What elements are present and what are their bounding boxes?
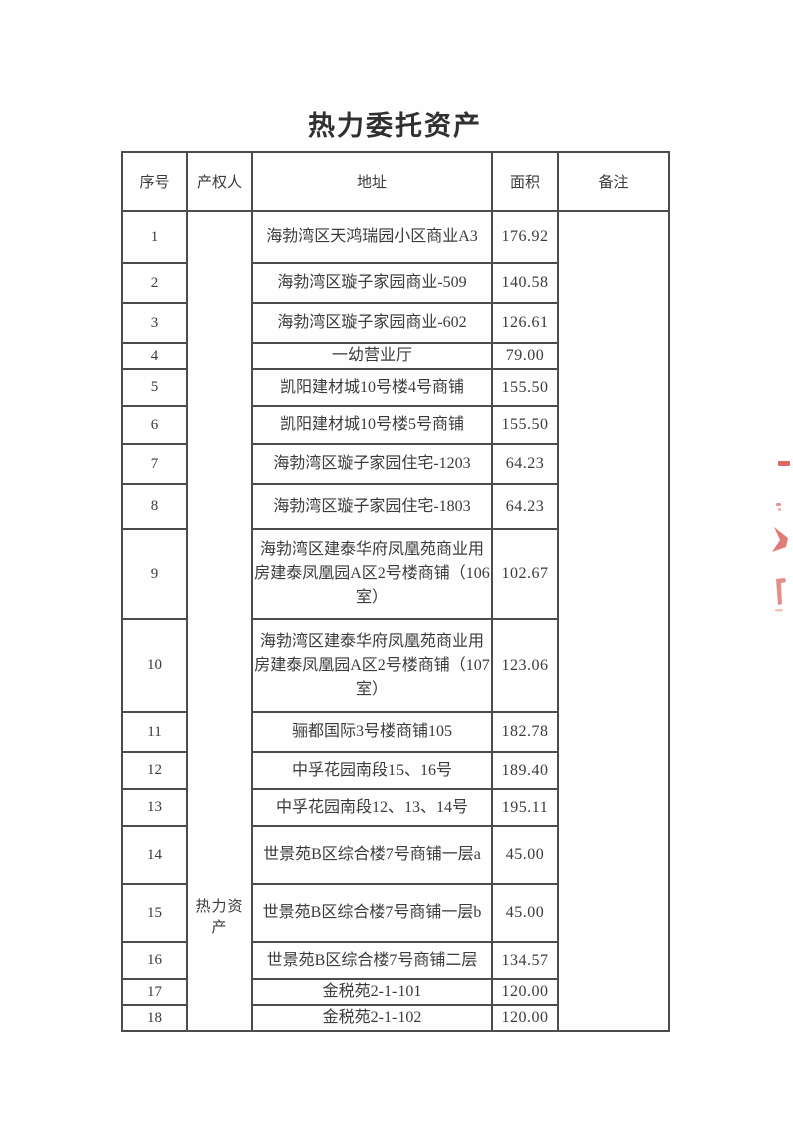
address-cell: 中孚花园南段12、13、14号	[251, 788, 493, 827]
header-address: 地址	[251, 151, 493, 212]
table-row: 16 世景苑B区综合楼7号商铺二层 134.57	[121, 941, 669, 980]
table-row: 18 金税苑2-1-102 120.00	[121, 1004, 669, 1032]
serial-cell: 4	[121, 342, 188, 370]
address-cell: 海勃湾区建泰华府凤凰苑商业用房建泰凤凰园A区2号楼商铺（107室）	[251, 618, 493, 713]
serial-cell: 15	[121, 883, 188, 943]
address-cell: 世景苑B区综合楼7号商铺一层a	[251, 825, 493, 885]
table-row: 4 一幼营业厅 79.00	[121, 342, 669, 370]
stamp-wing-fragment	[772, 527, 788, 552]
address-cell: 海勃湾区璇子家园住宅-1203	[251, 443, 493, 485]
header-area: 面积	[491, 151, 559, 212]
area-cell: 123.06	[491, 618, 559, 713]
address-cell: 世景苑B区综合楼7号商铺一层b	[251, 883, 493, 943]
red-stamp-fragments	[772, 461, 790, 612]
serial-cell: 6	[121, 405, 188, 445]
table-row: 14 世景苑B区综合楼7号商铺一层a 45.00	[121, 825, 669, 885]
table-row: 8 海勃湾区璇子家园住宅-1803 64.23	[121, 483, 669, 530]
table-row: 13 中孚花园南段12、13、14号 195.11	[121, 788, 669, 827]
serial-cell: 16	[121, 941, 188, 980]
asset-table-body: 1 热力资产 海勃湾区天鸿瑞园小区商业A3 176.92 2 海勃湾区璇子家园商业…	[121, 210, 670, 1032]
area-cell: 45.00	[491, 883, 559, 943]
header-row: 序号 产权人 地址 面积 备注	[121, 151, 670, 212]
stamp-glyph-fragment	[776, 578, 786, 605]
table-row: 6 凯阳建材城10号楼5号商铺 155.50	[121, 405, 669, 445]
table-row: 7 海勃湾区璇子家园住宅-1203 64.23	[121, 443, 669, 485]
serial-cell: 2	[121, 262, 188, 304]
area-cell: 79.00	[491, 342, 559, 370]
area-cell: 195.11	[491, 788, 559, 827]
area-cell: 64.23	[491, 483, 559, 530]
area-cell: 176.92	[491, 210, 559, 264]
address-cell: 金税苑2-1-102	[251, 1004, 493, 1032]
area-cell: 155.50	[491, 368, 559, 407]
header-owner: 产权人	[186, 151, 253, 212]
area-cell: 45.00	[491, 825, 559, 885]
address-cell: 凯阳建材城10号楼4号商铺	[251, 368, 493, 407]
area-cell: 189.40	[491, 751, 559, 790]
header-serial: 序号	[121, 151, 188, 212]
serial-cell: 12	[121, 751, 188, 790]
asset-table-header: 序号 产权人 地址 面积 备注	[121, 151, 670, 212]
area-cell: 120.00	[491, 1004, 559, 1032]
serial-cell: 14	[121, 825, 188, 885]
table-row: 12 中孚花园南段15、16号 189.40	[121, 751, 669, 790]
address-cell: 海勃湾区璇子家园商业-602	[251, 302, 493, 344]
header-remark: 备注	[557, 151, 670, 212]
address-cell: 金税苑2-1-101	[251, 978, 493, 1006]
area-cell: 102.67	[491, 528, 559, 620]
page-title: 热力委托资产	[308, 111, 482, 141]
address-cell: 一幼营业厅	[251, 342, 493, 370]
asset-table: 序号 产权人 地址 面积 备注 1 热力资产 海勃湾区天鸿瑞园小区商业A3 176…	[121, 151, 670, 1032]
table-row: 11 骊都国际3号楼商铺105 182.78	[121, 711, 669, 753]
table-row: 15 世景苑B区综合楼7号商铺一层b 45.00	[121, 883, 669, 943]
serial-cell: 13	[121, 788, 188, 827]
area-cell: 134.57	[491, 941, 559, 980]
area-cell: 126.61	[491, 302, 559, 344]
address-cell: 世景苑B区综合楼7号商铺二层	[251, 941, 493, 980]
serial-cell: 7	[121, 443, 188, 485]
serial-cell: 8	[121, 483, 188, 530]
area-cell: 182.78	[491, 711, 559, 753]
area-cell: 140.58	[491, 262, 559, 304]
address-cell: 骊都国际3号楼商铺105	[251, 711, 493, 753]
area-cell: 64.23	[491, 443, 559, 485]
address-cell: 海勃湾区璇子家园商业-509	[251, 262, 493, 304]
table-row: 3 海勃湾区璇子家园商业-602 126.61	[121, 302, 669, 344]
owner-merged-cell: 热力资产	[186, 210, 253, 1032]
area-cell: 155.50	[491, 405, 559, 445]
stamp-dot-fragment	[776, 503, 781, 506]
serial-cell: 3	[121, 302, 188, 344]
address-cell: 凯阳建材城10号楼5号商铺	[251, 405, 493, 445]
table-row: 9 海勃湾区建泰华府凤凰苑商业用房建泰凤凰园A区2号楼商铺（106室） 102.…	[121, 528, 669, 620]
address-cell: 海勃湾区建泰华府凤凰苑商业用房建泰凤凰园A区2号楼商铺（106室）	[251, 528, 493, 620]
serial-cell: 11	[121, 711, 188, 753]
table-row: 2 海勃湾区璇子家园商业-509 140.58	[121, 262, 669, 304]
serial-cell: 10	[121, 618, 188, 713]
table-row: 1 热力资产 海勃湾区天鸿瑞园小区商业A3 176.92	[121, 210, 670, 1032]
owner-label: 热力资产	[195, 899, 244, 936]
remark-merged-cell	[557, 210, 670, 1032]
table-row: 10 海勃湾区建泰华府凤凰苑商业用房建泰凤凰园A区2号楼商铺（107室） 123…	[121, 618, 669, 713]
table-row: 17 金税苑2-1-101 120.00	[121, 978, 669, 1006]
stamp-bar-fragment	[778, 461, 790, 466]
address-cell: 海勃湾区璇子家园住宅-1803	[251, 483, 493, 530]
table-row: 5 凯阳建材城10号楼4号商铺 155.50	[121, 368, 669, 407]
area-cell: 120.00	[491, 978, 559, 1006]
serial-cell: 5	[121, 368, 188, 407]
address-cell: 海勃湾区天鸿瑞园小区商业A3	[251, 210, 493, 264]
address-cell: 中孚花园南段15、16号	[251, 751, 493, 790]
serial-cell: 17	[121, 978, 188, 1006]
serial-cell: 1	[121, 210, 188, 264]
serial-cell: 18	[121, 1004, 188, 1032]
serial-cell: 9	[121, 528, 188, 620]
